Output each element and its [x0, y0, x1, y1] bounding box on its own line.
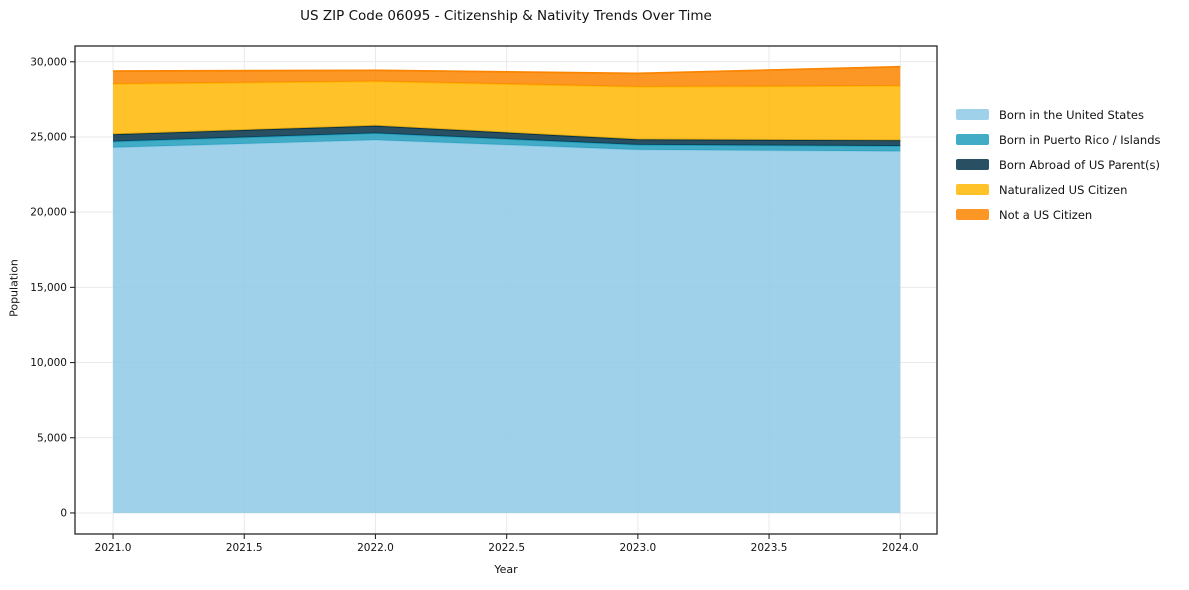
- legend-label: Born in Puerto Rico / Islands: [999, 132, 1161, 147]
- legend-label: Not a US Citizen: [999, 207, 1093, 222]
- axis-ticks: [70, 61, 901, 539]
- plot-border: [74, 45, 938, 535]
- chart-legend: Born in the United States Born in Puerto …: [956, 102, 1161, 227]
- legend-swatch: [956, 209, 989, 220]
- y-tick-label: 25,000: [30, 131, 67, 143]
- y-tick-label: 0: [60, 507, 67, 519]
- legend-swatch: [956, 159, 989, 170]
- plot-areas: [113, 65, 901, 513]
- area-naturalized-us-citizen: [113, 81, 901, 141]
- y-tick-label: 30,000: [30, 56, 67, 68]
- legend-label: Born Abroad of US Parent(s): [999, 157, 1160, 172]
- x-tick-label: 2024.0: [882, 542, 919, 554]
- legend-swatch: [956, 109, 989, 120]
- x-tick-label: 2022.0: [357, 542, 394, 554]
- x-tick-label: 2021.5: [226, 542, 263, 554]
- area-born-in-the-united-states: [113, 139, 901, 513]
- legend-item-born-in-puerto-rico-islands: Born in Puerto Rico / Islands: [956, 127, 1161, 152]
- x-axis-label: Year: [494, 563, 518, 576]
- y-axis-label: Population: [7, 259, 21, 317]
- area-edge-not-a-us-citizen: [113, 65, 901, 75]
- legend-item-not-a-us-citizen: Not a US Citizen: [956, 202, 1161, 227]
- legend-item-naturalized-us-citizen: Naturalized US Citizen: [956, 177, 1161, 202]
- legend-label: Naturalized US Citizen: [999, 182, 1128, 197]
- legend-label: Born in the United States: [999, 107, 1144, 122]
- y-tick-label: 15,000: [30, 282, 67, 294]
- x-tick-label: 2022.5: [488, 542, 525, 554]
- x-tick-label: 2023.5: [751, 542, 788, 554]
- axis-tick-labels: 2021.0 2021.5 2022.0 2022.5 2023.0 2023.5 2024…: [30, 56, 918, 554]
- area-born-in-puerto-rico-islands: [113, 133, 901, 152]
- x-tick-label: 2023.0: [619, 542, 656, 554]
- chart-title: US ZIP Code 06095 - Citizenship & Nativi…: [300, 8, 712, 24]
- area-born-abroad-of-us-parent-s: [113, 125, 901, 147]
- y-tick-label: 10,000: [30, 357, 67, 369]
- legend-item-born-in-the-united-states: Born in the United States: [956, 102, 1161, 127]
- legend-swatch: [956, 134, 989, 145]
- legend-swatch: [956, 184, 989, 195]
- legend-item-born-abroad-of-us-parent-s: Born Abroad of US Parent(s): [956, 152, 1161, 177]
- x-tick-label: 2021.0: [95, 542, 132, 554]
- y-tick-label: 20,000: [30, 207, 67, 219]
- y-tick-label: 5,000: [37, 432, 67, 444]
